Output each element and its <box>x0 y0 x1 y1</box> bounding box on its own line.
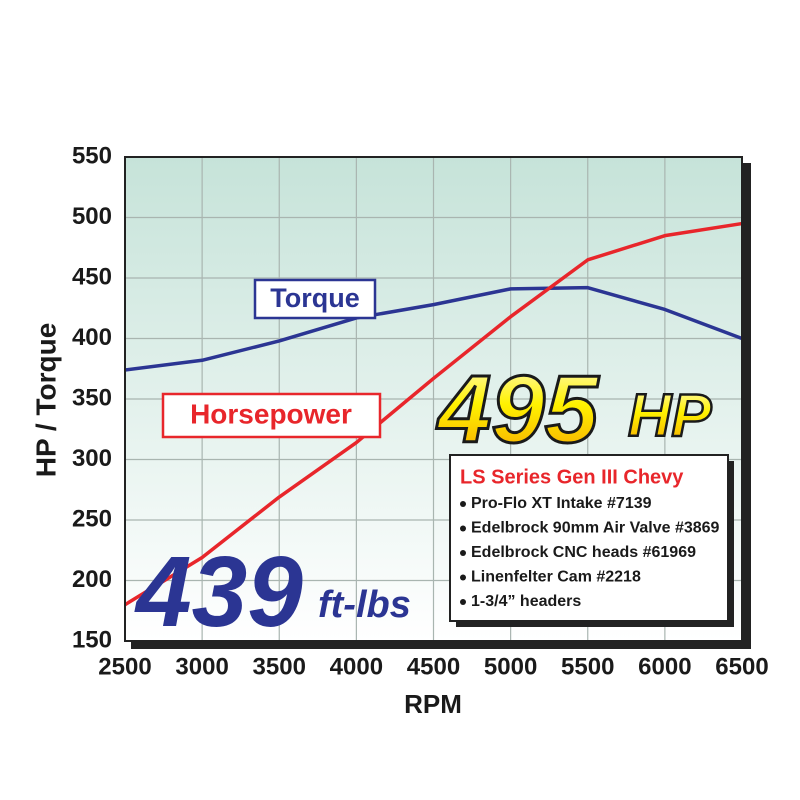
torque-label-box <box>253 278 377 320</box>
bullet <box>460 550 466 556</box>
spec-item: Edelbrock 90mm Air Valve #3869 <box>471 520 720 537</box>
peak-hp-unit: HP <box>628 382 712 449</box>
series-line <box>124 285 743 372</box>
spec-item: Edelbrock CNC heads #61969 <box>471 544 696 561</box>
peak-torque-unit: ft-lbs <box>318 584 411 626</box>
hp-label-box <box>161 392 382 439</box>
x-tick-label: 3500 <box>253 653 306 680</box>
bullet <box>460 574 466 581</box>
peak-hp-number: 495 <box>436 356 600 463</box>
x-axis-label: RPM <box>404 689 462 719</box>
spec-item: Linenfelter Cam #2218 <box>471 569 641 586</box>
y-tick-label: 300 <box>72 445 112 472</box>
x-tick-label: 4500 <box>407 653 460 680</box>
y-tick-label: 250 <box>72 505 112 532</box>
torque-label: Torque <box>270 283 360 313</box>
x-tick-label: 6500 <box>715 653 768 680</box>
plot-frame <box>124 156 743 642</box>
y-tick-label: 550 <box>72 142 112 169</box>
bullet <box>460 501 466 507</box>
y-axis-label: HP / Torque <box>30 323 61 478</box>
bullet <box>460 525 466 532</box>
y-tick-label: 400 <box>72 324 112 351</box>
x-tick-label: 6000 <box>638 653 691 680</box>
hp-label: Horsepower <box>190 398 352 429</box>
x-tick-label: 3000 <box>175 653 228 680</box>
spec-item: Pro-Flo XT Intake #7139 <box>471 495 652 512</box>
y-tick-label: 450 <box>72 263 112 290</box>
y-tick-label: 500 <box>72 203 112 230</box>
spec-box <box>449 454 729 622</box>
y-tick-label: 200 <box>72 566 112 593</box>
y-tick-label: 350 <box>72 384 112 411</box>
y-tick-label: 150 <box>72 626 112 653</box>
x-tick-label: 4000 <box>330 653 383 680</box>
annotations: Torque Horsepower 495 HP 439 ft-lbs LS S… <box>134 278 734 648</box>
spec-title: LS Series Gen III Chevy <box>460 466 684 488</box>
spec-item: 1-3/4” headers <box>471 593 581 610</box>
bullet <box>460 599 466 605</box>
lines <box>124 221 743 607</box>
x-tick-label: 5500 <box>561 653 614 680</box>
peak-torque-number: 439 <box>134 536 303 648</box>
x-tick-label: 5000 <box>484 653 537 680</box>
series-line <box>124 221 743 607</box>
x-tick-label: 2500 <box>98 653 151 680</box>
